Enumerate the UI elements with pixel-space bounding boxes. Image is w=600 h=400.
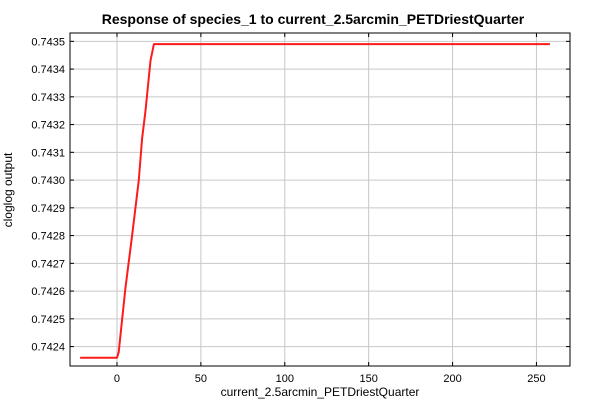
y-tick-label: 0.7434 — [31, 64, 65, 76]
grid-layer — [70, 33, 570, 366]
chart-title: Response of species_1 to current_2.5arcm… — [102, 11, 525, 27]
y-tick-label: 0.7426 — [31, 286, 65, 298]
x-axis-label: current_2.5arcmin_PETDriestQuarter — [221, 385, 420, 399]
x-tick-label: 200 — [443, 373, 461, 385]
y-tick-label: 0.7432 — [31, 120, 65, 132]
y-axis-label: cloglog output — [1, 152, 15, 227]
y-tick-label: 0.7431 — [31, 147, 65, 159]
x-tick-label: 250 — [527, 373, 545, 385]
y-tick-label: 0.7424 — [31, 342, 65, 354]
y-tick-label: 0.7435 — [31, 36, 65, 48]
x-tick-label: 0 — [114, 373, 120, 385]
plot-frame — [69, 32, 571, 367]
x-tick-label: 50 — [195, 373, 207, 385]
series-line — [80, 43, 550, 359]
y-tick-label: 0.7430 — [31, 175, 65, 187]
ticks-layer: 0 50 100 150 200 250 0.7424 0.7425 0.7426 0.7427 0… — [31, 33, 570, 385]
y-tick-label: 0.7428 — [31, 231, 65, 243]
y-tick-label: 0.7427 — [31, 258, 65, 270]
y-tick-label: 0.7429 — [31, 203, 65, 215]
y-tick-label: 0.7433 — [31, 92, 65, 104]
y-tick-label: 0.7425 — [31, 314, 65, 326]
x-tick-label: 100 — [276, 373, 294, 385]
x-tick-label: 150 — [359, 373, 377, 385]
series-layer — [80, 43, 550, 359]
